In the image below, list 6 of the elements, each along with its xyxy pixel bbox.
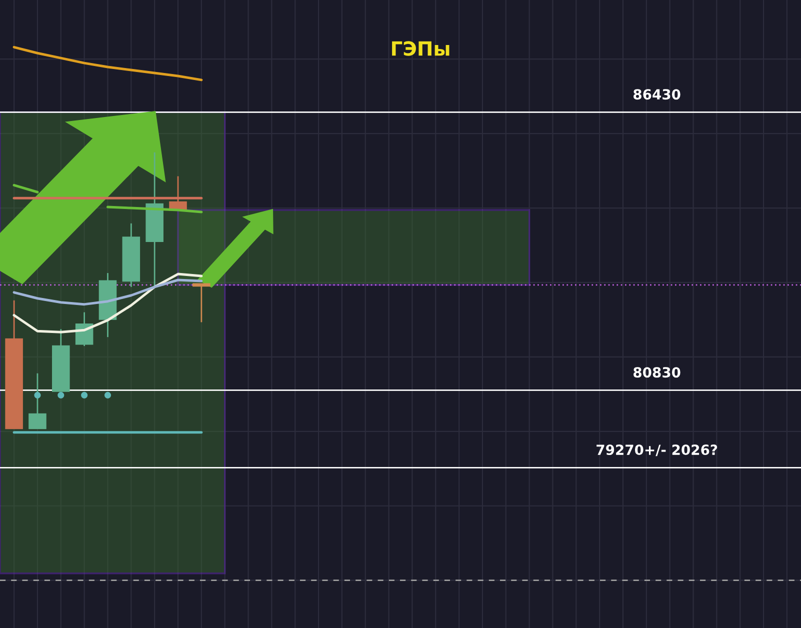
ref-line-label: 86430 [634, 89, 680, 100]
text: ГЭПы [392, 41, 450, 56]
ref-line-label: 80830 [634, 367, 680, 378]
ref-line-label: 79270+/- 2026? [596, 444, 718, 456]
candlestick [192, 283, 210, 323]
candlestick [28, 372, 46, 430]
